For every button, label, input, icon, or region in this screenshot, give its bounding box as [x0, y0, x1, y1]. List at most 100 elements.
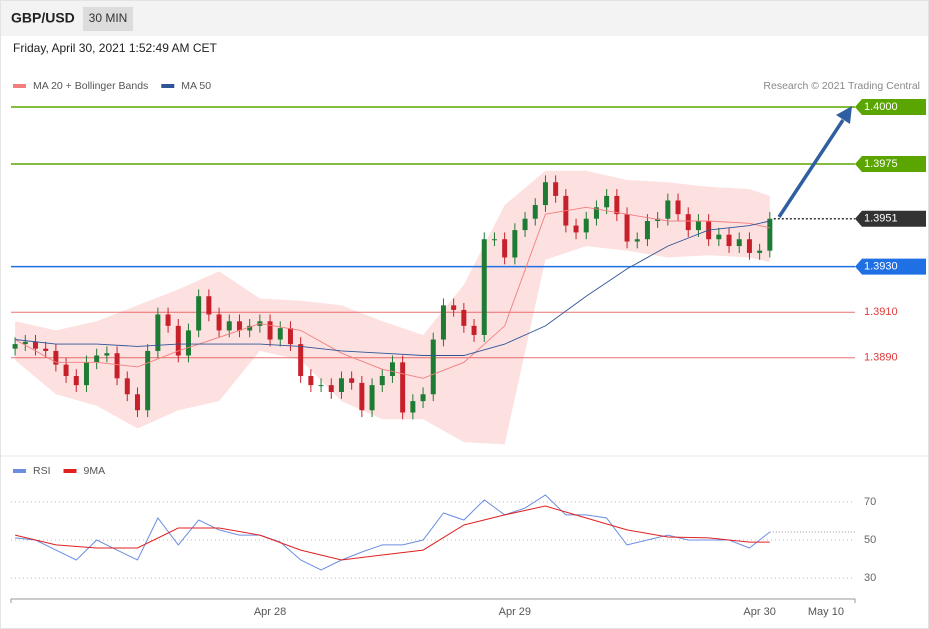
- x-tick-label: Apr 28: [254, 606, 286, 618]
- candle-body: [247, 325, 253, 331]
- candle-body: [196, 296, 202, 331]
- candle-body: [114, 353, 120, 379]
- x-tick-label: Apr 29: [499, 606, 531, 618]
- candle-body: [685, 214, 691, 231]
- level-box: [855, 98, 926, 115]
- candle-body: [83, 362, 89, 386]
- candle-body: [400, 362, 406, 413]
- level-label: 1.3890: [864, 352, 898, 364]
- candle-body: [634, 239, 640, 242]
- candle-body: [175, 325, 181, 356]
- level-box: [855, 155, 926, 172]
- candle-body: [695, 220, 701, 231]
- y-tick-label: 30: [864, 572, 876, 584]
- ma-line: [14, 206, 770, 379]
- candle-body: [532, 205, 538, 219]
- target-arrow: [777, 119, 845, 218]
- candle-body: [379, 376, 385, 386]
- candle-body: [12, 344, 18, 349]
- candle-body: [277, 328, 283, 340]
- source: Research © 2021 Trading Central: [763, 80, 920, 92]
- level-label: 1.3910: [864, 306, 898, 318]
- candle-body: [73, 376, 79, 386]
- candle-body: [216, 314, 222, 331]
- candle-body: [624, 214, 630, 242]
- candle-body: [104, 353, 110, 356]
- candle-body: [236, 321, 242, 331]
- level-box: [855, 210, 926, 227]
- candle-body: [583, 218, 589, 233]
- legend-label: 9MA: [84, 465, 106, 477]
- level-label: 1.3930: [864, 260, 898, 272]
- candle-body: [726, 234, 732, 247]
- candle-body: [359, 382, 365, 411]
- x-tick-label: Apr 30: [743, 606, 775, 618]
- legend-label: RSI: [33, 465, 51, 477]
- candle-body: [440, 305, 446, 340]
- candle-body: [491, 239, 497, 241]
- level-label: 1.3975: [864, 158, 898, 170]
- legend-swatch: [161, 84, 175, 88]
- header-bar: [1, 1, 928, 36]
- candle-body: [22, 341, 28, 345]
- candle-body: [716, 234, 722, 240]
- legend-label: MA 50: [181, 80, 211, 92]
- date: Friday, April 30, 2021 1:52:49 AM CET: [13, 41, 218, 55]
- candle-body: [298, 344, 304, 377]
- legend-swatch: [13, 84, 26, 88]
- candle-body: [471, 325, 477, 335]
- bollinger-band: [15, 170, 770, 445]
- candle-body: [32, 341, 38, 349]
- candle-body: [226, 321, 232, 331]
- candle-body: [43, 348, 49, 351]
- candle-body: [94, 355, 100, 363]
- candle-body: [267, 321, 273, 340]
- candle-body: [124, 378, 130, 395]
- candle-body: [522, 218, 528, 231]
- candle-body: [287, 328, 293, 345]
- y-tick-label: 50: [864, 534, 876, 546]
- candle-body: [369, 385, 375, 411]
- candle-body: [155, 314, 161, 351]
- interval-box[interactable]: [83, 7, 133, 31]
- legend-swatch: [13, 469, 26, 473]
- candle-body: [165, 314, 171, 326]
- candle-body: [614, 195, 620, 215]
- x-axis: [10, 598, 856, 603]
- indicator-line: [15, 494, 771, 571]
- candle-body: [338, 378, 344, 392]
- candle-body: [53, 350, 59, 365]
- level-label: 1.4000: [864, 101, 898, 113]
- candle-body: [604, 195, 610, 208]
- candle-body: [502, 239, 508, 258]
- candle-body: [63, 364, 69, 377]
- candle-body: [318, 385, 324, 387]
- y-tick-label: 70: [864, 496, 876, 508]
- candle-body: [420, 394, 426, 402]
- candle-body: [542, 182, 548, 206]
- target-arrowhead: [836, 106, 852, 124]
- candle-body: [308, 376, 314, 386]
- candle-body: [134, 394, 140, 411]
- candle-body: [644, 220, 650, 240]
- level-label: 1.3951: [864, 213, 898, 225]
- interval[interactable]: 30 MIN: [89, 11, 128, 25]
- candle-body: [665, 200, 671, 219]
- candle-body: [451, 305, 457, 310]
- ma-line: [15, 220, 770, 356]
- candle-body: [746, 239, 752, 253]
- candle-body: [206, 296, 212, 315]
- candle-body: [145, 350, 151, 411]
- candle-body: [512, 230, 518, 258]
- candle-body: [655, 218, 661, 221]
- candle-body: [328, 385, 334, 392]
- level-box: [855, 258, 926, 275]
- candle-body: [736, 239, 742, 247]
- candle-body: [593, 207, 599, 219]
- candle-body: [185, 330, 191, 356]
- candle-body: [389, 362, 395, 377]
- candle-body: [573, 225, 579, 233]
- x-tick-label: May 10: [808, 606, 844, 618]
- candle-body: [675, 200, 681, 215]
